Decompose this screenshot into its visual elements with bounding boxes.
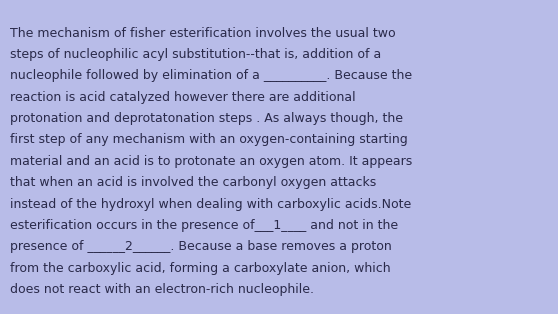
Text: presence of ______2______. Because a base removes a proton: presence of ______2______. Because a bas… xyxy=(10,240,392,253)
Text: nucleophile followed by elimination of a __________. Because the: nucleophile followed by elimination of a… xyxy=(10,69,412,82)
Text: protonation and deprotatonation steps . As always though, the: protonation and deprotatonation steps . … xyxy=(10,112,403,125)
Text: first step of any mechanism with an oxygen-containing starting: first step of any mechanism with an oxyg… xyxy=(10,133,408,146)
Text: does not react with an electron-rich nucleophile.: does not react with an electron-rich nuc… xyxy=(10,283,314,296)
Text: reaction is acid catalyzed however there are additional: reaction is acid catalyzed however there… xyxy=(10,91,355,104)
Text: esterification occurs in the presence of___1____ and not in the: esterification occurs in the presence of… xyxy=(10,219,398,232)
Text: The mechanism of fisher esterification involves the usual two: The mechanism of fisher esterification i… xyxy=(10,27,396,40)
Text: from the carboxylic acid, forming a carboxylate anion, which: from the carboxylic acid, forming a carb… xyxy=(10,262,391,274)
Text: material and an acid is to protonate an oxygen atom. It appears: material and an acid is to protonate an … xyxy=(10,155,412,168)
Text: steps of nucleophilic acyl substitution--that is, addition of a: steps of nucleophilic acyl substitution-… xyxy=(10,48,381,61)
Text: instead of the hydroxyl when dealing with carboxylic acids.Note: instead of the hydroxyl when dealing wit… xyxy=(10,198,411,210)
Text: that when an acid is involved the carbonyl oxygen attacks: that when an acid is involved the carbon… xyxy=(10,176,376,189)
